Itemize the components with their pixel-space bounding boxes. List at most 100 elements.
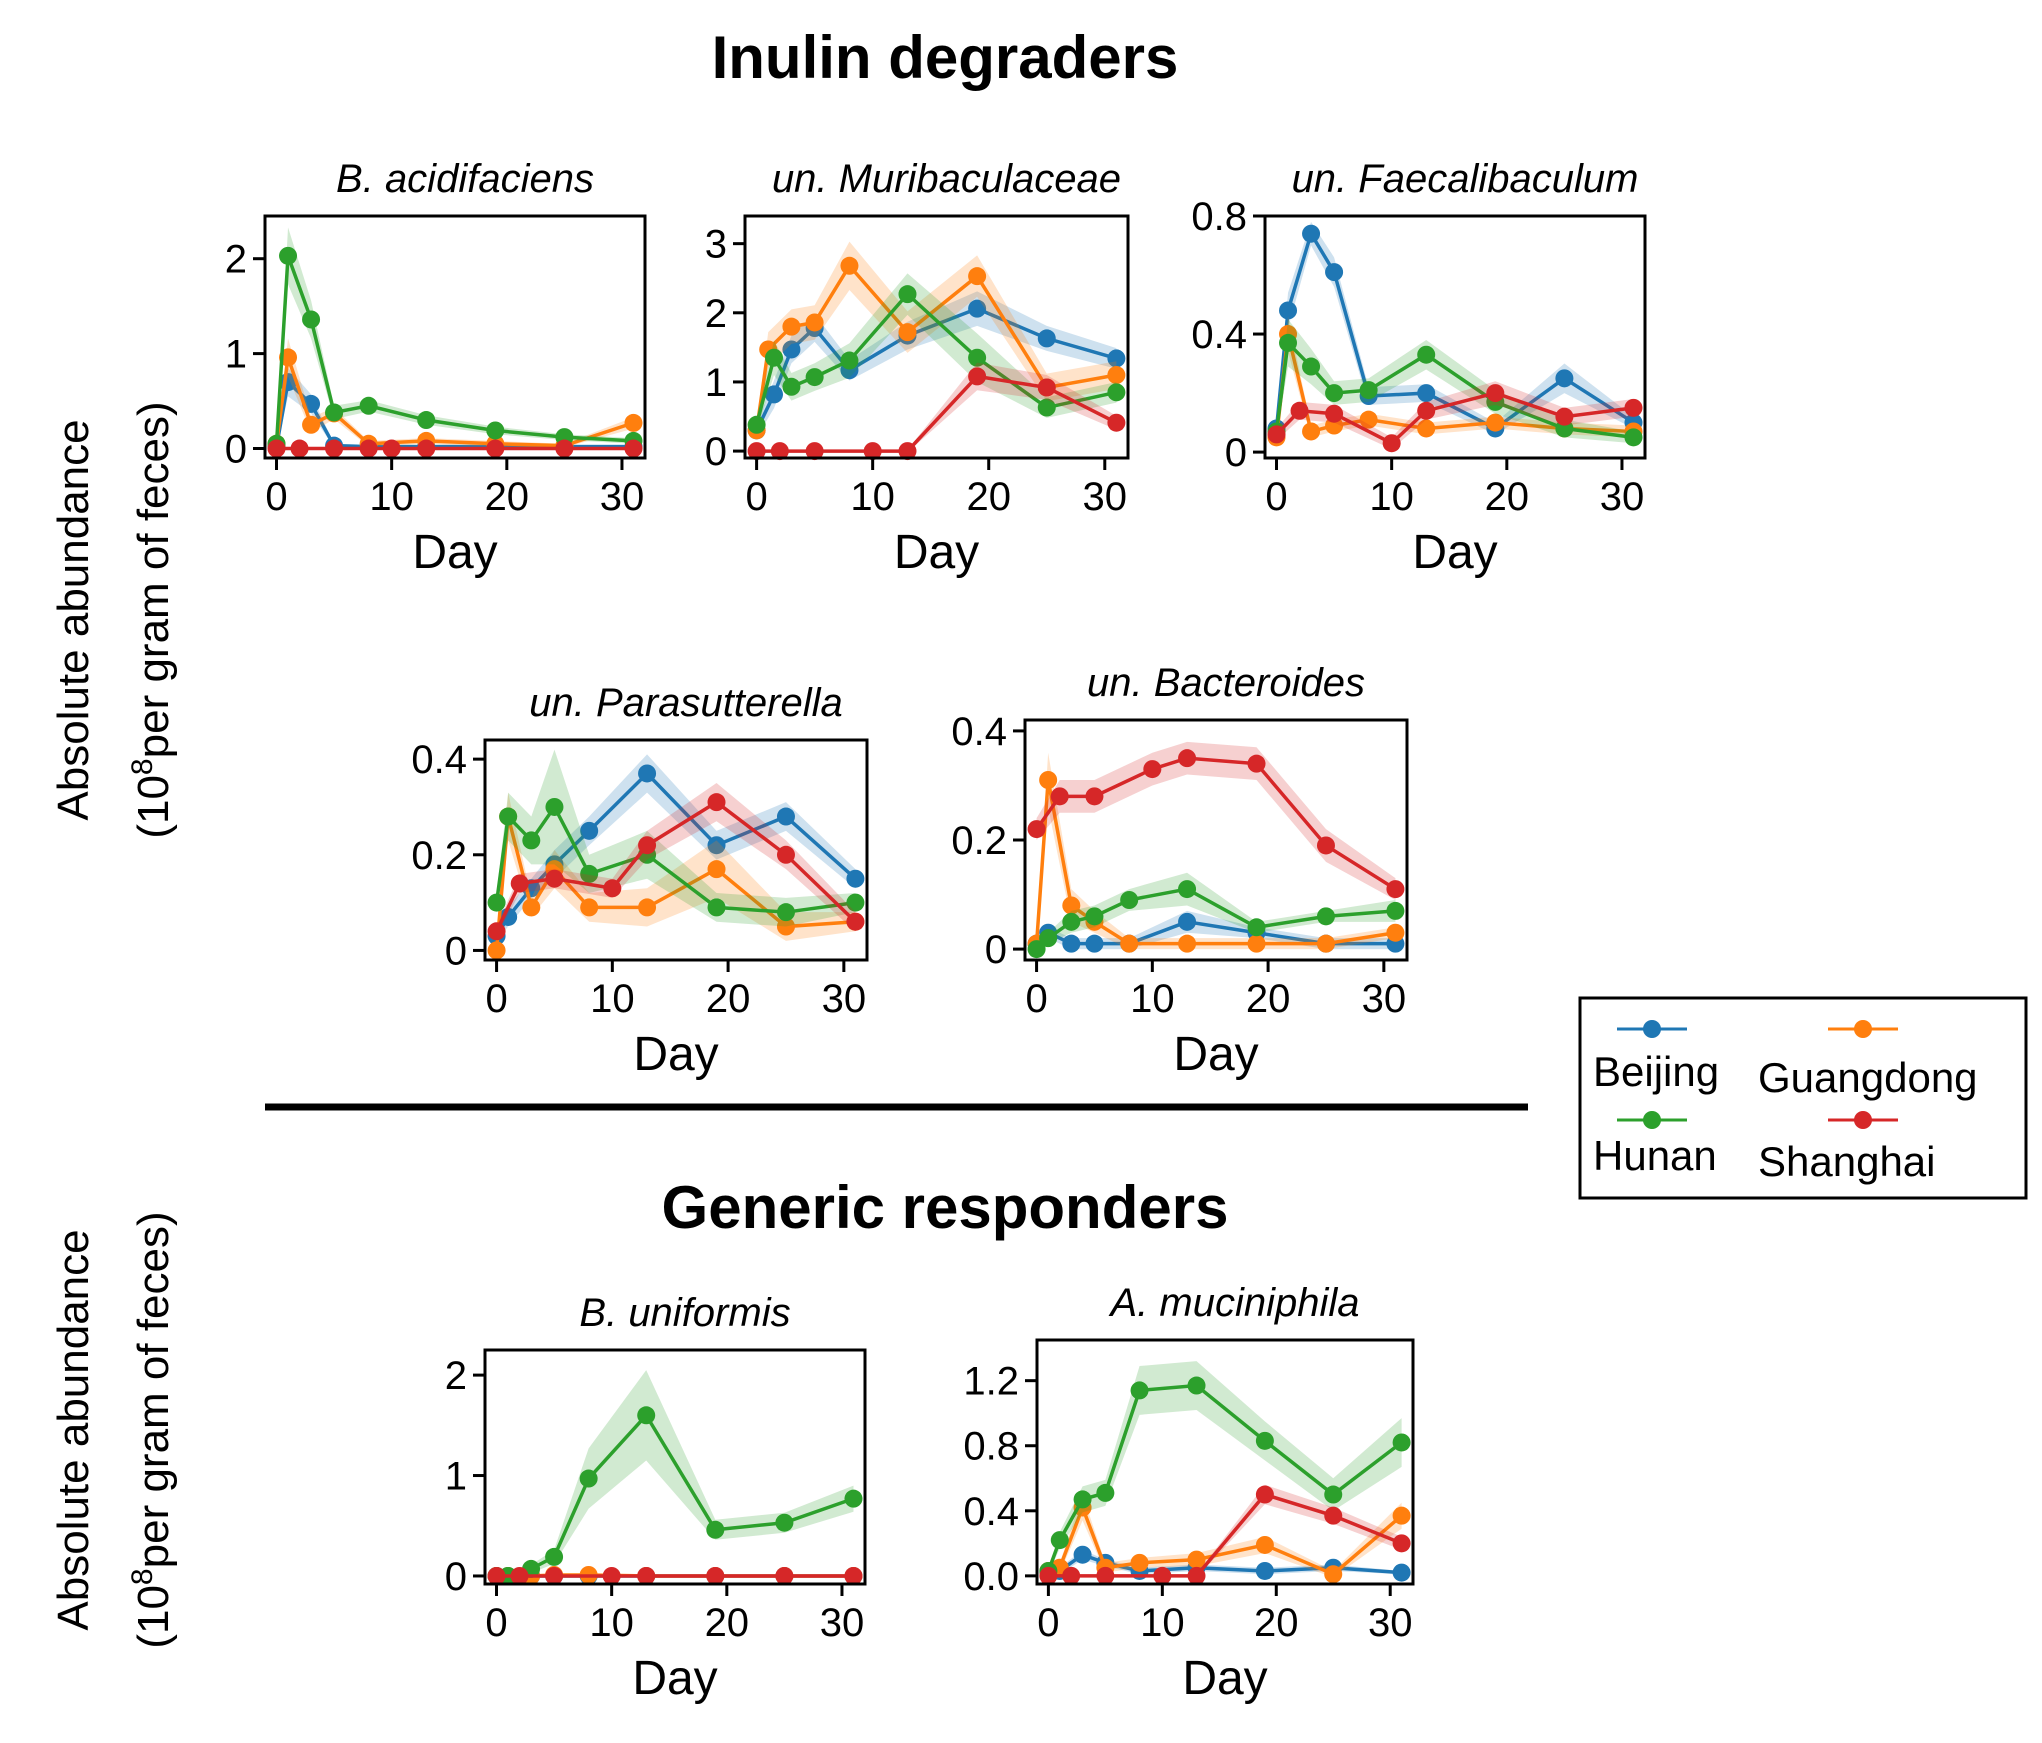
data-point (486, 421, 505, 440)
data-point (637, 1566, 656, 1585)
y-tick-label: 1 (445, 1455, 467, 1499)
y-tick-label: 1.2 (963, 1360, 1019, 1404)
x-tick-label: 0 (1265, 475, 1287, 519)
data-point (1386, 880, 1405, 899)
data-point (487, 941, 506, 960)
y-tick-label: 0.2 (411, 834, 467, 878)
data-point (1386, 923, 1405, 942)
data-point (1555, 369, 1574, 388)
data-point (417, 411, 436, 430)
data-point (1178, 912, 1197, 931)
panel-title: B. uniformis (579, 1291, 790, 1335)
legend-label-shanghai: Shanghai (1758, 1138, 1936, 1185)
data-point (580, 864, 599, 883)
data-point (1316, 934, 1335, 953)
data-point (638, 764, 657, 783)
data-point (968, 348, 987, 367)
data-point (1062, 934, 1081, 953)
y-tick-label: 2 (705, 292, 727, 336)
data-point (782, 340, 801, 359)
series-band (1048, 1361, 1402, 1575)
data-point (1279, 333, 1298, 352)
series-hunan (747, 273, 1126, 434)
data-point (776, 845, 795, 864)
y-tick-label: 0.8 (963, 1425, 1019, 1469)
data-point (1178, 880, 1197, 899)
data-point (522, 898, 541, 917)
y-tick-label: 0.4 (411, 738, 467, 782)
x-axis-label: Day (632, 1652, 717, 1705)
series-shanghai (487, 1566, 863, 1585)
data-point (863, 442, 882, 461)
x-tick-label: 30 (822, 977, 867, 1021)
legend-item-hunan: Hunan (1593, 1111, 1717, 1179)
data-point (1247, 918, 1266, 937)
data-point (1392, 1534, 1411, 1553)
data-point (1247, 934, 1266, 953)
data-point (846, 912, 865, 931)
panel-title: un. Parasutterella (529, 681, 843, 725)
data-point (1073, 1490, 1092, 1509)
data-point (302, 415, 321, 434)
series-guangdong (1267, 316, 1643, 447)
x-tick-label: 20 (1246, 977, 1291, 1021)
plot-frame (483, 1348, 867, 1586)
series-hunan (1027, 872, 1405, 959)
legend-marker-beijing (1643, 1020, 1661, 1038)
x-tick-label: 10 (590, 977, 635, 1021)
data-point (1359, 410, 1378, 429)
data-point (325, 439, 344, 458)
series-band (1276, 319, 1634, 444)
x-axis-label: Day (1182, 1652, 1267, 1705)
data-point (1120, 891, 1139, 909)
data-point (1085, 907, 1104, 926)
panel-un-bacteroides: un. Bacteroides 0 10 20 30 0 0.2 0.4 Day (951, 661, 1409, 1081)
legend-marker-guangdong (1854, 1020, 1872, 1038)
y-tick-label: 2 (445, 1354, 467, 1398)
y-tick-label: 0.4 (1191, 313, 1247, 357)
legend-label-hunan: Hunan (1593, 1132, 1717, 1179)
y-tick-label: 0.2 (951, 819, 1007, 863)
data-point (1255, 1431, 1274, 1450)
data-point (782, 377, 801, 396)
data-point (1325, 404, 1344, 423)
y-tick-label: 2 (225, 238, 247, 282)
data-point (1324, 1506, 1343, 1525)
data-point (1027, 940, 1046, 959)
data-point (805, 442, 824, 461)
series-shanghai (1267, 381, 1643, 453)
series-band (756, 241, 1117, 438)
panel-title: A. muciniphila (1108, 1281, 1359, 1325)
data-point (968, 367, 987, 386)
data-point (1290, 401, 1309, 420)
data-point (1316, 836, 1335, 855)
data-point (602, 1566, 621, 1585)
data-point (1107, 383, 1126, 402)
data-point (846, 869, 865, 888)
data-point (1316, 907, 1335, 926)
data-point (765, 348, 784, 367)
data-point (775, 1566, 794, 1585)
data-point (1325, 263, 1344, 282)
data-point (1624, 428, 1643, 447)
y-tick-label: 0 (705, 430, 727, 474)
data-point (1107, 413, 1126, 432)
x-tick-label: 0 (485, 977, 507, 1021)
data-point (1302, 224, 1321, 243)
data-point (638, 836, 657, 855)
y-tick-label: 0 (985, 928, 1007, 972)
data-point (776, 807, 795, 826)
data-point (782, 317, 801, 336)
data-point (1050, 1531, 1069, 1550)
plot-frame (1035, 1338, 1415, 1586)
series-band (1036, 741, 1396, 900)
data-point (1324, 1565, 1343, 1584)
series-shanghai (267, 439, 643, 458)
x-tick-label: 20 (706, 977, 751, 1021)
series-hunan (267, 227, 643, 453)
legend-item-guangdong: Guangdong (1758, 1020, 1978, 1101)
y-tick-label: 0 (445, 929, 467, 973)
data-point (1486, 413, 1505, 432)
series-hunan (1039, 1361, 1411, 1580)
